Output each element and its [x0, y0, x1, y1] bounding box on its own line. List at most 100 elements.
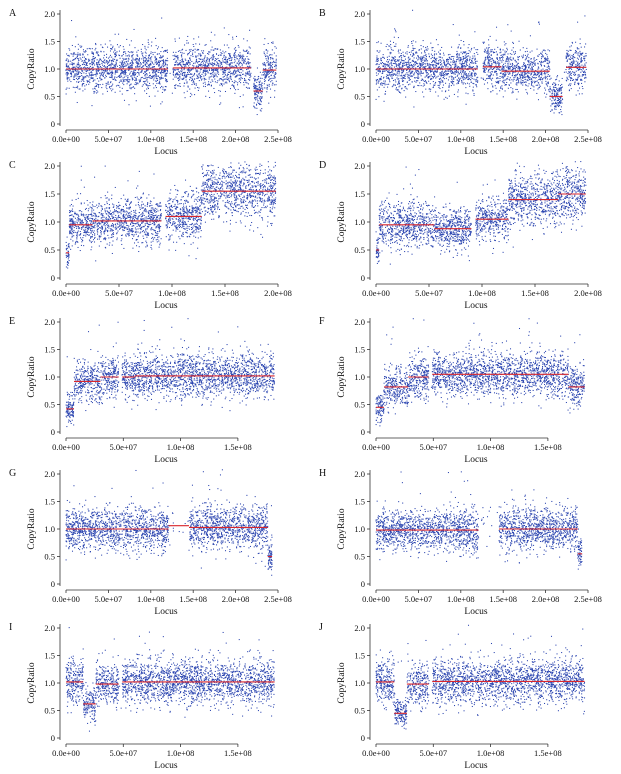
data-point	[261, 91, 263, 93]
data-point	[254, 94, 256, 96]
data-point	[539, 78, 541, 80]
data-point	[390, 59, 392, 61]
data-point	[524, 59, 526, 61]
data-point	[420, 65, 422, 67]
data-point	[525, 81, 527, 83]
data-point	[244, 60, 246, 62]
data-point	[496, 54, 498, 56]
data-point	[122, 79, 124, 81]
data-point	[176, 56, 178, 58]
data-point	[393, 73, 395, 75]
data-point	[249, 29, 251, 31]
data-point	[80, 54, 82, 56]
data-point	[181, 60, 183, 62]
data-point	[69, 73, 72, 75]
data-point	[88, 58, 90, 60]
data-point	[231, 66, 233, 68]
data-point	[238, 55, 240, 57]
data-point	[179, 62, 181, 64]
data-point	[468, 67, 470, 69]
data-point	[458, 73, 460, 75]
data-point	[198, 53, 200, 55]
data-point	[238, 61, 240, 63]
data-point	[565, 56, 567, 58]
data-point	[123, 51, 125, 53]
data-point	[228, 79, 230, 81]
data-point	[200, 63, 202, 65]
data-point	[183, 60, 185, 62]
data-point	[216, 48, 218, 50]
data-point	[88, 60, 90, 62]
data-point	[520, 70, 522, 72]
data-point	[406, 72, 408, 74]
data-point	[194, 68, 196, 70]
data-point	[488, 56, 490, 58]
data-point	[543, 49, 545, 51]
data-point	[497, 68, 499, 70]
data-point	[471, 47, 473, 49]
data-point	[272, 58, 274, 60]
data-point	[272, 71, 274, 73]
data-point	[390, 74, 392, 76]
data-point	[207, 72, 209, 74]
data-point	[402, 71, 404, 73]
data-point	[128, 79, 130, 81]
data-point	[151, 77, 153, 79]
data-point	[166, 50, 168, 52]
data-point	[200, 55, 202, 57]
data-point	[470, 76, 472, 78]
data-point	[76, 66, 78, 68]
data-point	[180, 70, 182, 72]
data-point	[450, 72, 452, 75]
data-point	[210, 40, 212, 42]
data-point	[111, 60, 113, 62]
data-point	[395, 87, 398, 89]
data-point	[110, 72, 112, 74]
data-point	[68, 73, 70, 75]
data-point	[139, 66, 141, 68]
data-point	[230, 59, 232, 62]
data-point	[457, 72, 459, 74]
data-point	[158, 65, 160, 67]
data-point	[128, 65, 130, 67]
data-point	[230, 76, 232, 78]
data-point	[376, 89, 378, 91]
data-point	[233, 82, 235, 84]
data-point	[258, 83, 261, 85]
data-point	[452, 81, 454, 83]
data-point	[239, 62, 241, 64]
data-point	[155, 78, 157, 80]
data-point	[158, 60, 160, 62]
data-point	[111, 75, 114, 77]
data-point	[250, 66, 252, 68]
data-point	[250, 75, 252, 77]
data-point	[527, 71, 529, 73]
data-point	[447, 73, 449, 75]
data-point	[487, 55, 489, 57]
data-point	[222, 76, 224, 78]
data-point	[460, 70, 462, 72]
data-point	[391, 71, 393, 73]
data-point	[144, 57, 146, 59]
data-point	[452, 24, 454, 26]
data-point	[540, 53, 542, 55]
data-point	[126, 83, 128, 85]
data-point	[392, 80, 394, 82]
data-point	[206, 65, 208, 67]
data-point	[438, 81, 440, 83]
data-point	[174, 87, 176, 89]
data-point	[417, 66, 419, 68]
data-point	[179, 76, 181, 78]
data-point	[179, 79, 181, 81]
data-point	[154, 51, 156, 53]
data-point	[386, 60, 388, 62]
data-point	[534, 59, 536, 61]
data-point	[131, 65, 133, 67]
data-point	[578, 65, 580, 67]
data-point	[503, 66, 505, 68]
data-point	[65, 72, 67, 74]
data-point	[461, 80, 463, 82]
data-point	[84, 51, 86, 53]
data-point	[465, 87, 467, 89]
data-point	[206, 69, 208, 71]
